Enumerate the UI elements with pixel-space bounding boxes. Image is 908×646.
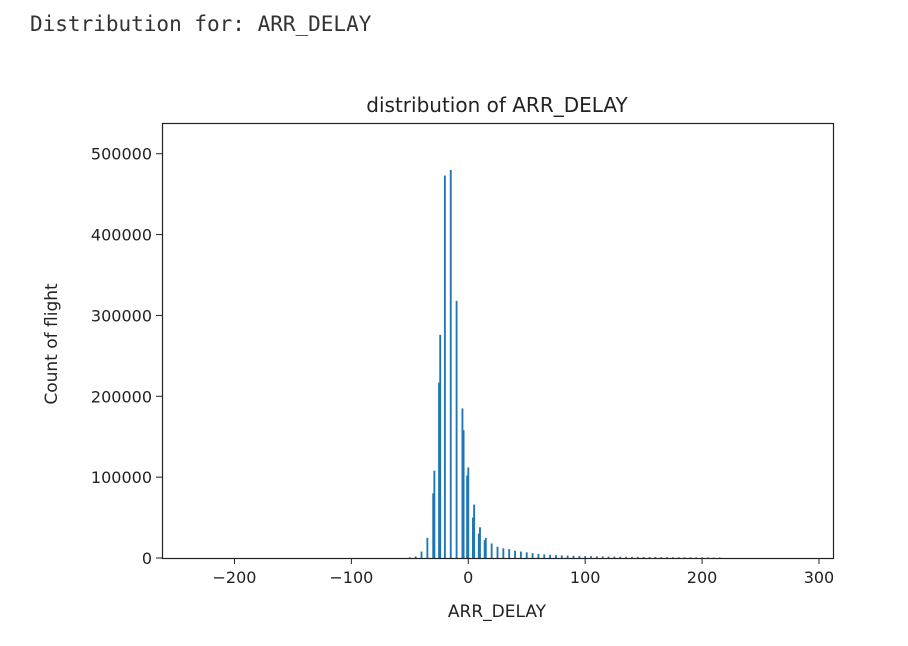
histogram-bar xyxy=(483,540,486,558)
x-axis-label: ARR_DELAY xyxy=(448,602,547,622)
histogram-bar xyxy=(537,553,540,558)
histogram-bar xyxy=(514,550,516,558)
histogram-bar xyxy=(666,557,668,558)
histogram-bar xyxy=(560,555,563,558)
histogram-bar xyxy=(595,556,598,558)
y-tick-label: 300000 xyxy=(91,306,152,325)
histogram-bar xyxy=(420,551,423,558)
histogram-bar xyxy=(566,555,569,558)
chart-title: distribution of ARR_DELAY xyxy=(366,93,628,117)
x-tick-label: 0 xyxy=(463,568,473,587)
y-tick-label: 200000 xyxy=(91,387,152,406)
histogram-bar xyxy=(479,527,481,558)
histogram-bar xyxy=(432,493,435,558)
histogram-bar xyxy=(525,552,528,558)
histogram-bar xyxy=(502,548,505,558)
histogram-bar xyxy=(584,556,587,558)
histogram-bar xyxy=(701,557,704,558)
histogram-bar xyxy=(607,556,610,558)
output-prefix: Distribution for: xyxy=(30,12,258,36)
histogram-bar xyxy=(438,382,440,558)
histogram-bar xyxy=(408,557,411,558)
histogram-bar xyxy=(433,470,436,558)
output-column: ARR_DELAY xyxy=(257,12,372,36)
histogram-bar xyxy=(473,504,476,558)
histogram-bar xyxy=(572,555,575,558)
histogram-bar xyxy=(472,517,474,558)
y-tick-label: 100000 xyxy=(91,468,152,487)
histogram-bar xyxy=(439,334,442,558)
histogram-bar xyxy=(601,556,604,558)
histogram-bar xyxy=(590,556,592,558)
histogram-bar xyxy=(660,557,663,558)
histogram-bar xyxy=(449,169,452,558)
histogram-bar xyxy=(677,557,680,558)
histogram-bar xyxy=(414,556,417,558)
histogram-bar xyxy=(636,556,639,558)
histogram-bar xyxy=(689,557,692,558)
plot-frame xyxy=(161,122,835,560)
histogram-bar xyxy=(467,467,470,558)
histogram-bar xyxy=(625,556,628,558)
histogram-bar xyxy=(706,557,709,558)
histogram-bar xyxy=(683,557,686,558)
y-tick-label: 400000 xyxy=(91,226,152,245)
x-tick-label: 100 xyxy=(570,568,601,587)
bars-group xyxy=(408,169,721,558)
histogram-bar xyxy=(642,556,645,558)
histogram-bar xyxy=(619,556,622,558)
histogram-bar xyxy=(631,556,633,558)
histogram-bar xyxy=(462,430,465,558)
histogram-bar xyxy=(555,555,557,558)
histogram-bar xyxy=(671,557,674,558)
histogram-bar xyxy=(549,554,552,558)
x-tick-label: −200 xyxy=(213,568,257,587)
x-tick-label: −100 xyxy=(329,568,373,587)
y-axis-label: Count of flight xyxy=(42,283,62,405)
histogram-bar xyxy=(531,553,534,558)
histogram-bar xyxy=(484,537,487,558)
output-header: Distribution for: ARR_DELAY xyxy=(30,12,371,36)
y-tick-label: 500000 xyxy=(91,145,152,164)
histogram-bar xyxy=(443,175,446,558)
histogram-bar xyxy=(461,408,464,558)
histogram-bar xyxy=(426,537,429,558)
histogram-bar xyxy=(455,300,458,558)
histogram-bar xyxy=(613,556,616,558)
histogram-bar xyxy=(578,555,581,558)
y-tick-label: 0 xyxy=(142,549,152,568)
histogram-bar xyxy=(712,557,715,558)
histogram-bar xyxy=(543,554,546,558)
x-tick-label: 200 xyxy=(687,568,718,587)
y-ticks: 0 100000 200000 300000 400000 500000 xyxy=(91,145,162,568)
histogram-bar xyxy=(466,475,469,558)
histogram-bar xyxy=(508,549,511,558)
histogram-bar xyxy=(477,533,480,558)
x-tick-label: 300 xyxy=(804,568,835,587)
histogram-bar xyxy=(490,543,493,558)
histogram-bar xyxy=(496,546,499,558)
histogram-bar xyxy=(654,557,657,558)
histogram-bar xyxy=(648,557,651,558)
histogram-bar xyxy=(695,557,698,558)
x-ticks: −200 −100 0 100 200 300 xyxy=(213,558,835,587)
histogram-bar xyxy=(519,551,522,558)
